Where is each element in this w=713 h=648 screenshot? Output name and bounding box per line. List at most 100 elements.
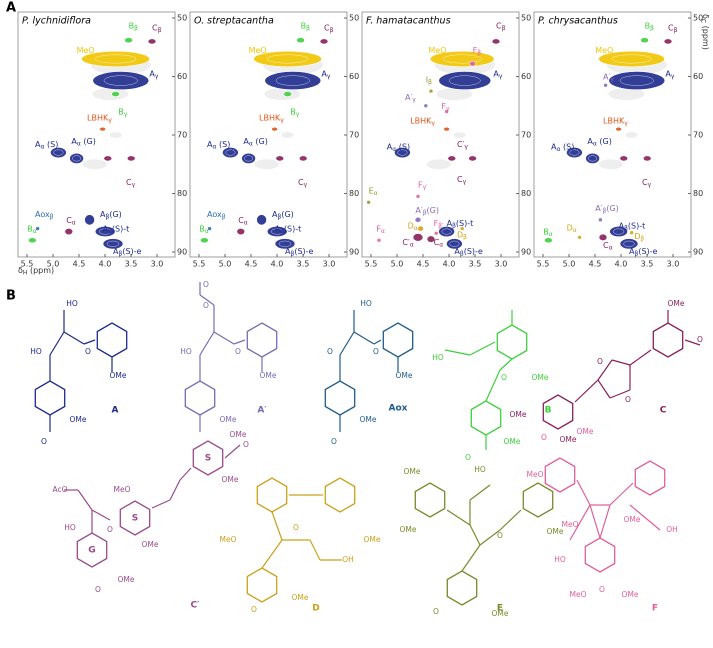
label-main: B bbox=[543, 227, 549, 236]
x-tick-label: 3.0 bbox=[151, 260, 164, 269]
x-tick-label: 5.5 bbox=[21, 260, 34, 269]
atom-label: OMe bbox=[560, 435, 577, 444]
cross-peak bbox=[102, 238, 124, 250]
label: Cα bbox=[434, 238, 444, 249]
bond bbox=[63, 331, 85, 345]
label-rest: (S) bbox=[396, 142, 410, 151]
label-sub: α bbox=[249, 140, 253, 147]
label-sub: α bbox=[40, 143, 44, 150]
cross-peak bbox=[585, 152, 600, 164]
atom-label: OMe bbox=[547, 527, 564, 536]
bond bbox=[224, 444, 241, 459]
label-main: C bbox=[298, 177, 304, 186]
x-tick-label: 4.0 bbox=[615, 260, 628, 269]
spectrum-frame bbox=[17, 11, 176, 258]
bond bbox=[446, 509, 471, 526]
label-rest: (S)-e bbox=[122, 246, 141, 255]
label-sub: β bbox=[158, 26, 162, 33]
label-sub: α bbox=[374, 190, 378, 197]
bond bbox=[609, 389, 631, 399]
atom-label: HO bbox=[180, 347, 192, 356]
y-tick-label: 60 bbox=[521, 72, 531, 81]
cross-peak bbox=[28, 237, 37, 244]
label-main: A′ bbox=[415, 205, 422, 214]
contour bbox=[94, 54, 137, 64]
bond bbox=[199, 294, 215, 306]
label: Aβ(G) bbox=[100, 209, 122, 220]
cross-peak bbox=[459, 226, 465, 231]
label-main: C bbox=[324, 23, 330, 32]
atom-label: O bbox=[599, 585, 605, 594]
label-sub: β bbox=[280, 228, 284, 235]
atom-label: S bbox=[205, 454, 211, 464]
label-main: C bbox=[238, 215, 244, 224]
atom-label: OMe bbox=[396, 371, 413, 380]
atom-label: O bbox=[697, 335, 703, 344]
label-main: A bbox=[587, 136, 593, 145]
label-main: D bbox=[408, 221, 414, 230]
label: Dβ bbox=[457, 230, 467, 241]
label-rest: (S)-e bbox=[294, 246, 313, 255]
cross-peak bbox=[423, 103, 429, 109]
bond bbox=[684, 339, 701, 346]
label-sub: α bbox=[556, 146, 560, 153]
label-sub: γ bbox=[108, 116, 112, 123]
y-tick-label: 70 bbox=[693, 131, 703, 140]
label-sub: β bbox=[602, 207, 606, 214]
label-sub: γ bbox=[124, 111, 128, 118]
cross-peak bbox=[241, 152, 256, 164]
atom-label: O bbox=[107, 525, 113, 534]
label-sub: β bbox=[452, 222, 456, 229]
label: Cβ bbox=[496, 21, 506, 32]
label-main: B bbox=[645, 21, 651, 30]
label: Aα (G) bbox=[587, 136, 611, 147]
label-main: C′ bbox=[457, 139, 465, 148]
structure-label: F bbox=[652, 604, 658, 614]
label: Bγ bbox=[290, 107, 300, 118]
label-main: A bbox=[71, 136, 77, 145]
atom-label: MeO bbox=[220, 535, 237, 544]
label: A′γ bbox=[405, 92, 416, 103]
x-tick-label: 3.5 bbox=[297, 260, 310, 269]
atom-label: OMe bbox=[624, 515, 641, 524]
cross-peak bbox=[566, 147, 583, 159]
label-sub: C bbox=[700, 19, 707, 23]
atom-label: HO bbox=[554, 555, 566, 564]
contour bbox=[278, 240, 292, 247]
bond bbox=[169, 479, 181, 501]
label: Aβ(S)-t bbox=[619, 221, 646, 232]
label-sub: γ bbox=[671, 73, 675, 80]
label: Aβ(S)-e bbox=[113, 246, 142, 257]
label: Aoxβ bbox=[35, 209, 54, 220]
cross-peak bbox=[415, 194, 421, 199]
label-sub: γ bbox=[155, 73, 159, 80]
label-rest: (S)-t bbox=[112, 224, 129, 233]
label-sub: α bbox=[77, 140, 81, 147]
label: Bβ bbox=[129, 21, 139, 32]
atom-label: O bbox=[327, 347, 333, 356]
contour bbox=[266, 54, 309, 64]
contour bbox=[612, 228, 625, 235]
label-main: A bbox=[272, 209, 278, 218]
label-sub: α bbox=[72, 219, 76, 226]
label: Fγ′ bbox=[418, 180, 428, 191]
label-sub: β bbox=[50, 213, 54, 220]
cross-peak bbox=[629, 230, 634, 235]
contour bbox=[611, 54, 652, 64]
atom-label: OMe bbox=[360, 415, 377, 424]
label-main: LBHK bbox=[87, 113, 109, 122]
label-sub: γ bbox=[327, 73, 331, 80]
cross-peak bbox=[103, 155, 113, 162]
label: Bγ bbox=[118, 107, 128, 118]
label-main: LBHK bbox=[410, 116, 432, 125]
label-main: B bbox=[27, 224, 33, 233]
label-main: D bbox=[634, 232, 640, 241]
y-tick-label: 90 bbox=[521, 248, 531, 257]
label: Bα bbox=[27, 224, 37, 235]
x-tick-label: 5.0 bbox=[219, 260, 232, 269]
cross-peak bbox=[147, 38, 157, 45]
ring bbox=[256, 477, 288, 513]
cross-peak bbox=[640, 37, 649, 44]
label-main: B bbox=[301, 21, 307, 30]
